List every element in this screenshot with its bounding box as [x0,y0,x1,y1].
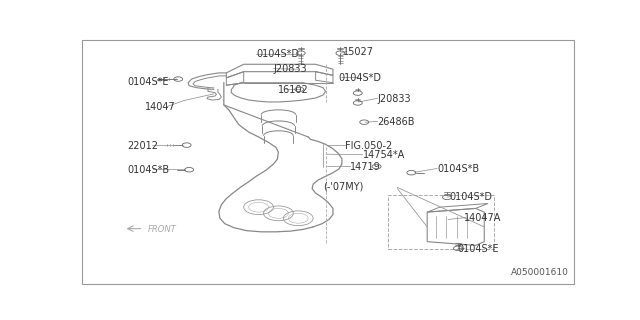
Text: 16102: 16102 [278,85,309,95]
Text: A050001610: A050001610 [511,268,568,277]
Text: 14047A: 14047A [465,213,502,223]
Text: (-'07MY): (-'07MY) [323,181,364,191]
Text: 26486B: 26486B [378,117,415,127]
Text: FIG.050-2: FIG.050-2 [346,140,392,151]
Text: FRONT: FRONT [147,225,176,234]
Text: 0104S*E: 0104S*E [457,244,499,254]
Text: J20833: J20833 [378,94,412,104]
Text: 0104S*B: 0104S*B [437,164,479,174]
Text: 14754*A: 14754*A [363,150,405,160]
Bar [388,195,494,249]
Text: 0104S*B: 0104S*B [127,165,169,175]
Text: 0104S*E: 0104S*E [127,76,168,86]
Text: 15027: 15027 [343,47,374,57]
Text: 0104S*D: 0104S*D [256,49,299,60]
Text: 14047: 14047 [145,102,175,112]
Text: 14719: 14719 [350,162,381,172]
Text: 0104S*D: 0104S*D [449,192,493,202]
Text: 22012: 22012 [127,140,158,151]
Text: 0104S*D: 0104S*D [338,73,381,83]
Text: J20833: J20833 [273,64,307,74]
